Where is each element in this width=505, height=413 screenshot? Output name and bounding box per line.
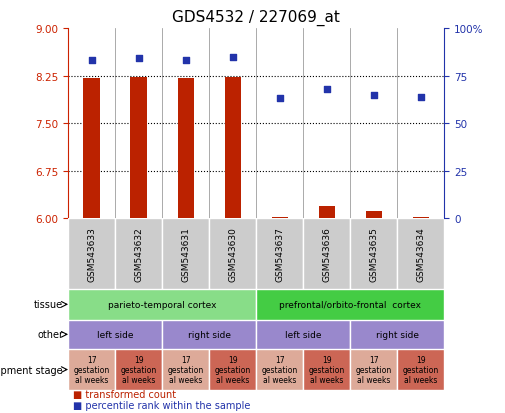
Text: 19
gestation
al weeks: 19 gestation al weeks (121, 355, 157, 385)
Text: parieto-temporal cortex: parieto-temporal cortex (108, 300, 217, 309)
Bar (68, 349, 115, 390)
Bar (397, 349, 444, 390)
Text: ■ percentile rank within the sample: ■ percentile rank within the sample (73, 400, 250, 410)
Text: GSM543632: GSM543632 (134, 227, 143, 281)
Bar (178, 79, 194, 219)
Bar (225, 78, 241, 219)
Text: prefrontal/orbito-frontal  cortex: prefrontal/orbito-frontal cortex (279, 300, 421, 309)
Bar (209, 349, 256, 390)
Bar (257, 349, 304, 390)
Text: GSM543630: GSM543630 (228, 227, 237, 281)
Bar (397, 219, 444, 289)
Bar (83, 79, 100, 219)
Bar (319, 206, 335, 219)
Text: tissue: tissue (34, 299, 63, 310)
Bar (257, 289, 444, 320)
Bar (257, 320, 350, 349)
Bar (350, 219, 397, 289)
Bar (68, 320, 162, 349)
Text: GSM543636: GSM543636 (322, 227, 331, 281)
Text: GSM543631: GSM543631 (181, 227, 190, 281)
Bar (366, 212, 382, 219)
Bar (413, 218, 429, 219)
Bar (257, 219, 304, 289)
Text: 17
gestation
al weeks: 17 gestation al weeks (74, 355, 110, 385)
Text: 19
gestation
al weeks: 19 gestation al weeks (403, 355, 439, 385)
Point (88, 58, 96, 64)
Title: GDS4532 / 227069_at: GDS4532 / 227069_at (172, 10, 340, 26)
Point (417, 94, 425, 101)
Text: left side: left side (97, 330, 133, 339)
Bar (162, 349, 209, 390)
Text: GSM543633: GSM543633 (87, 227, 96, 281)
Bar (68, 289, 257, 320)
Point (229, 54, 237, 61)
Bar (272, 218, 288, 219)
Text: 19
gestation
al weeks: 19 gestation al weeks (215, 355, 251, 385)
Text: GSM543635: GSM543635 (369, 227, 378, 281)
Text: 17
gestation
al weeks: 17 gestation al weeks (168, 355, 204, 385)
Text: other: other (37, 330, 63, 339)
Text: left side: left side (285, 330, 322, 339)
Bar (304, 349, 350, 390)
Point (276, 96, 284, 102)
Point (370, 92, 378, 99)
Text: right side: right side (376, 330, 419, 339)
Text: GSM543637: GSM543637 (275, 227, 284, 281)
Bar (350, 320, 444, 349)
Bar (350, 349, 397, 390)
Text: development stage: development stage (0, 365, 63, 375)
Text: GSM543634: GSM543634 (417, 227, 425, 281)
Point (135, 56, 143, 63)
Text: right side: right side (188, 330, 231, 339)
Bar (115, 219, 162, 289)
Bar (304, 219, 350, 289)
Text: 17
gestation
al weeks: 17 gestation al weeks (356, 355, 392, 385)
Bar (130, 78, 147, 219)
Point (182, 58, 190, 64)
Bar (68, 219, 115, 289)
Bar (162, 219, 209, 289)
Text: 17
gestation
al weeks: 17 gestation al weeks (262, 355, 298, 385)
Point (323, 86, 331, 93)
Bar (115, 349, 162, 390)
Text: ■ transformed count: ■ transformed count (73, 389, 176, 399)
Bar (162, 320, 256, 349)
Bar (209, 219, 256, 289)
Text: 19
gestation
al weeks: 19 gestation al weeks (309, 355, 345, 385)
